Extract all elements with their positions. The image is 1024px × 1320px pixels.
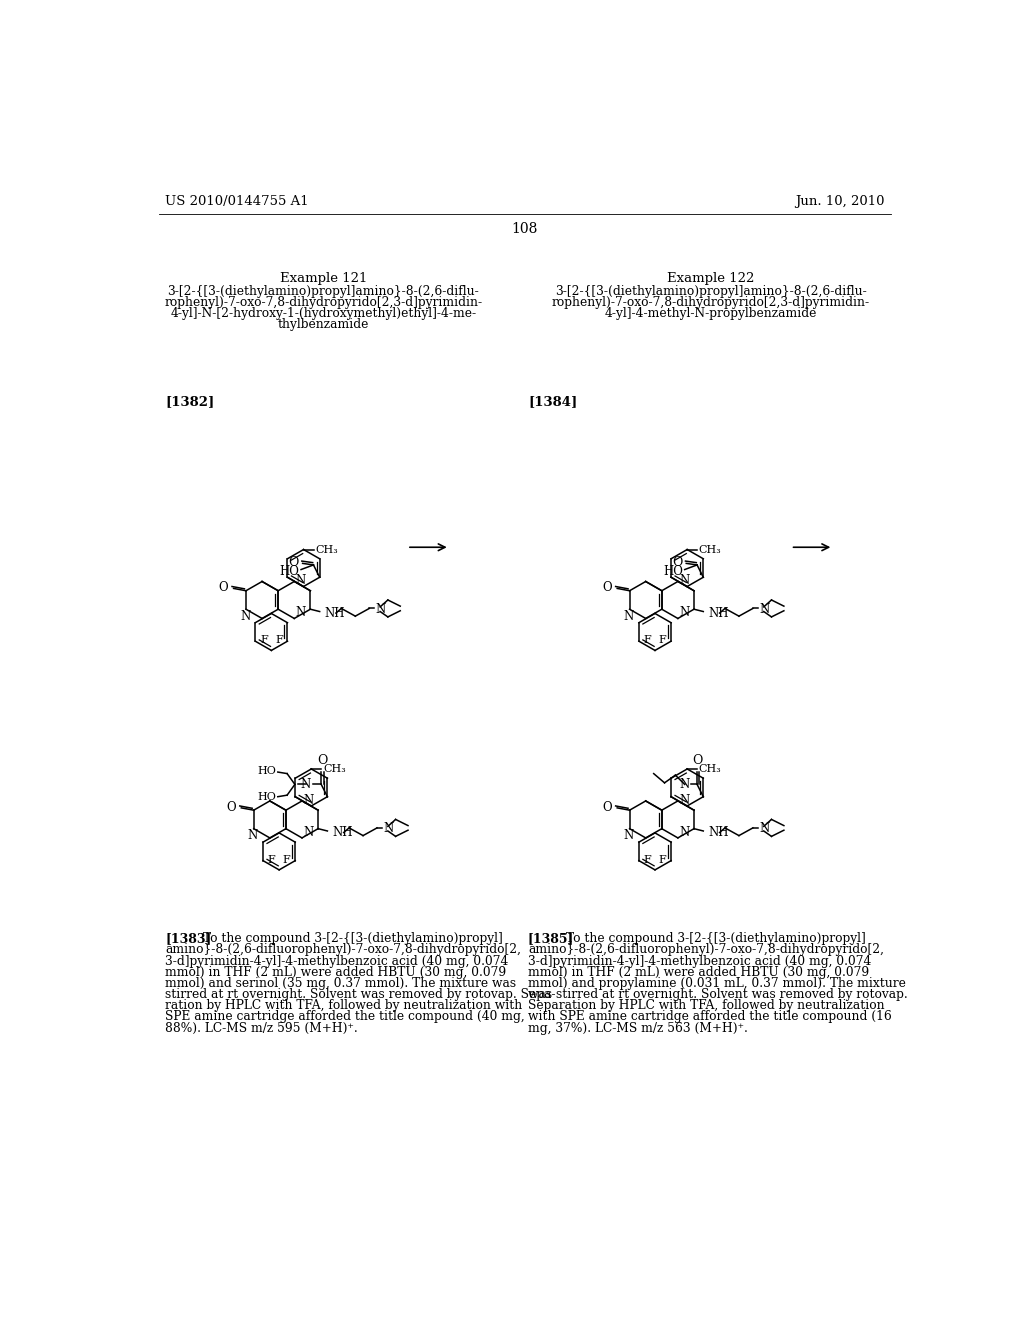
Text: [1384]: [1384]	[528, 396, 578, 409]
Text: O: O	[602, 581, 611, 594]
Text: F: F	[643, 855, 651, 865]
Text: NH: NH	[332, 826, 352, 840]
Text: amino}-8-(2,6-difluorophenyl)-7-oxo-7,8-dihydropyrido[2,: amino}-8-(2,6-difluorophenyl)-7-oxo-7,8-…	[528, 944, 884, 957]
Text: N: N	[376, 603, 386, 615]
Text: N: N	[303, 826, 313, 838]
Text: N: N	[624, 610, 634, 623]
Text: 3-[2-{[3-(diethylamino)propyl]amino}-8-(2,6-diflu-: 3-[2-{[3-(diethylamino)propyl]amino}-8-(…	[555, 285, 866, 298]
Text: N: N	[296, 574, 306, 587]
Text: To the compound 3-[2-{[3-(diethylamino)propyl]: To the compound 3-[2-{[3-(diethylamino)p…	[203, 932, 503, 945]
Text: N: N	[759, 822, 769, 836]
Text: N: N	[383, 822, 393, 836]
Text: F: F	[658, 855, 667, 865]
Text: To the compound 3-[2-{[3-(diethylamino)propyl]: To the compound 3-[2-{[3-(diethylamino)p…	[566, 932, 865, 945]
Text: O: O	[218, 581, 228, 594]
Text: [1383]: [1383]	[165, 932, 212, 945]
Text: N: N	[303, 793, 313, 807]
Text: N: N	[680, 574, 690, 587]
Text: [1385]: [1385]	[528, 932, 574, 945]
Text: mmol) in THF (2 mL) were added HBTU (30 mg, 0.079: mmol) in THF (2 mL) were added HBTU (30 …	[528, 966, 869, 978]
Text: Jun. 10, 2010: Jun. 10, 2010	[795, 195, 885, 209]
Text: [1382]: [1382]	[165, 396, 214, 409]
Text: O: O	[692, 755, 703, 767]
Text: F: F	[275, 635, 283, 645]
Text: N: N	[759, 603, 769, 615]
Text: mmol) in THF (2 mL) were added HBTU (30 mg, 0.079: mmol) in THF (2 mL) were added HBTU (30 …	[165, 966, 507, 978]
Text: N: N	[296, 606, 306, 619]
Text: rophenyl)-7-oxo-7,8-dihydropyrido[2,3-d]pyrimidin-: rophenyl)-7-oxo-7,8-dihydropyrido[2,3-d]…	[552, 296, 869, 309]
Text: Example 121: Example 121	[280, 272, 367, 285]
Text: CH₃: CH₃	[315, 545, 338, 554]
Text: HO: HO	[664, 565, 683, 578]
Text: O: O	[602, 801, 611, 813]
Text: 3-[2-{[3-(diethylamino)propyl]amino}-8-(2,6-diflu-: 3-[2-{[3-(diethylamino)propyl]amino}-8-(…	[168, 285, 479, 298]
Text: F: F	[658, 635, 667, 645]
Text: mmol) and serinol (35 mg, 0.37 mmol). The mixture was: mmol) and serinol (35 mg, 0.37 mmol). Th…	[165, 977, 516, 990]
Text: HO: HO	[257, 767, 276, 776]
Text: thylbenzamide: thylbenzamide	[278, 318, 369, 331]
Text: N: N	[680, 826, 690, 838]
Text: Separation by HPLC with TFA, followed by neutralization: Separation by HPLC with TFA, followed by…	[528, 999, 885, 1012]
Text: Example 122: Example 122	[667, 272, 755, 285]
Text: 4-yl]-N-[2-hydroxy-1-(hydroxymethyl)ethyl]-4-me-: 4-yl]-N-[2-hydroxy-1-(hydroxymethyl)ethy…	[170, 308, 476, 319]
Text: mmol) and propylamine (0.031 mL, 0.37 mmol). The mixture: mmol) and propylamine (0.031 mL, 0.37 mm…	[528, 977, 906, 990]
Text: 3-d]pyrimidin-4-yl]-4-methylbenzoic acid (40 mg, 0.074: 3-d]pyrimidin-4-yl]-4-methylbenzoic acid…	[165, 954, 509, 968]
Text: N: N	[679, 777, 689, 791]
Text: N: N	[624, 829, 634, 842]
Text: NH: NH	[325, 607, 345, 619]
Text: O: O	[226, 801, 236, 813]
Text: N: N	[248, 829, 258, 842]
Text: O: O	[672, 556, 682, 569]
Text: CH₃: CH₃	[698, 545, 722, 554]
Text: NH: NH	[708, 826, 728, 840]
Text: with SPE amine cartridge afforded the title compound (16: with SPE amine cartridge afforded the ti…	[528, 1010, 892, 1023]
Text: N: N	[680, 793, 690, 807]
Text: 108: 108	[512, 222, 538, 235]
Text: stirred at rt overnight. Solvent was removed by rotovap. Sepa-: stirred at rt overnight. Solvent was rem…	[165, 989, 556, 1001]
Text: CH₃: CH₃	[698, 764, 722, 774]
Text: N: N	[301, 777, 311, 791]
Text: rophenyl)-7-oxo-7,8-dihydropyrido[2,3-d]pyrimidin-: rophenyl)-7-oxo-7,8-dihydropyrido[2,3-d]…	[164, 296, 482, 309]
Text: 3-d]pyrimidin-4-yl]-4-methylbenzoic acid (40 mg, 0.074: 3-d]pyrimidin-4-yl]-4-methylbenzoic acid…	[528, 954, 871, 968]
Text: 88%). LC-MS m/z 595 (M+H)⁺.: 88%). LC-MS m/z 595 (M+H)⁺.	[165, 1022, 358, 1035]
Text: F: F	[260, 635, 267, 645]
Text: 4-yl]-4-methyl-N-propylbenzamide: 4-yl]-4-methyl-N-propylbenzamide	[604, 308, 817, 319]
Text: amino}-8-(2,6-difluorophenyl)-7-oxo-7,8-dihydropyrido[2,: amino}-8-(2,6-difluorophenyl)-7-oxo-7,8-…	[165, 944, 521, 957]
Text: F: F	[267, 855, 275, 865]
Text: F: F	[643, 635, 651, 645]
Text: SPE amine cartridge afforded the title compound (40 mg,: SPE amine cartridge afforded the title c…	[165, 1010, 525, 1023]
Text: CH₃: CH₃	[323, 764, 346, 774]
Text: O: O	[316, 755, 328, 767]
Text: N: N	[680, 606, 690, 619]
Text: US 2010/0144755 A1: US 2010/0144755 A1	[165, 195, 309, 209]
Text: HO: HO	[280, 565, 299, 578]
Text: ration by HPLC with TFA, followed by neutralization with: ration by HPLC with TFA, followed by neu…	[165, 999, 522, 1012]
Text: O: O	[289, 556, 299, 569]
Text: F: F	[283, 855, 291, 865]
Text: HO: HO	[257, 792, 276, 803]
Text: mg, 37%). LC-MS m/z 563 (M+H)⁺.: mg, 37%). LC-MS m/z 563 (M+H)⁺.	[528, 1022, 748, 1035]
Text: NH: NH	[708, 607, 728, 619]
Text: N: N	[240, 610, 250, 623]
Text: was stirred at rt overnight. Solvent was removed by rotovap.: was stirred at rt overnight. Solvent was…	[528, 989, 907, 1001]
